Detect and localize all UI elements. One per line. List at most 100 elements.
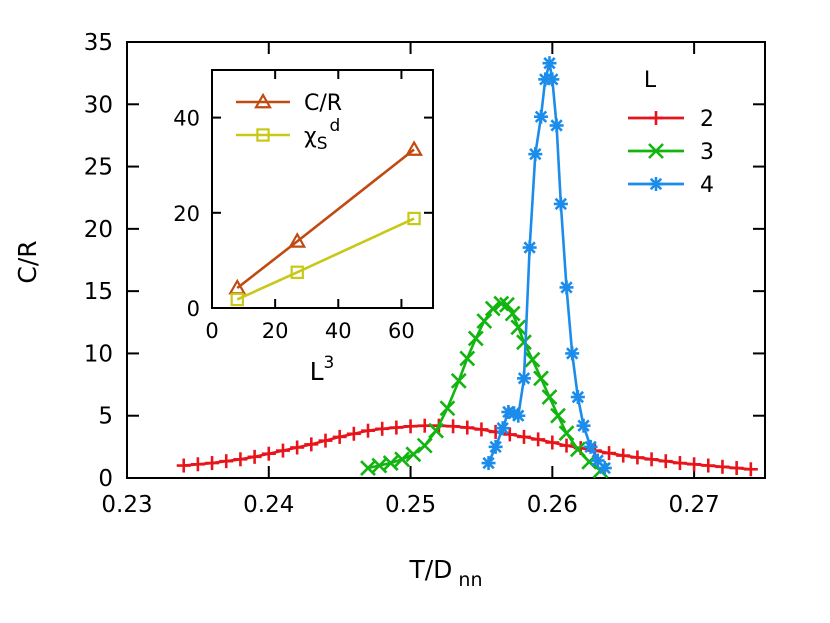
inset-y-tick-label: 20 xyxy=(173,202,200,226)
legend-swatch-marker xyxy=(648,143,664,159)
main-data-point xyxy=(467,330,484,347)
main-data-point xyxy=(559,438,574,453)
main-data-point xyxy=(545,435,560,450)
inset-legend-label-subscript: S xyxy=(317,134,328,154)
main-data-point xyxy=(687,457,702,472)
main-data-point xyxy=(488,439,503,454)
main-data-point xyxy=(576,418,591,433)
x-axis-label-main: T/D xyxy=(408,555,452,584)
main-data-point xyxy=(516,334,532,351)
main-y-tick-label: 20 xyxy=(84,217,113,243)
main-data-point xyxy=(190,457,205,472)
main-data-point xyxy=(304,437,319,452)
main-data-point xyxy=(522,240,537,255)
inset-series-line xyxy=(236,148,415,290)
inset-legend-label: χSd xyxy=(304,116,340,154)
main-data-point xyxy=(176,458,191,473)
main-data-point xyxy=(549,118,564,133)
main-data-point xyxy=(558,425,575,442)
inset-x-axis-label: L3 xyxy=(310,353,335,386)
main-data-point xyxy=(439,400,456,417)
main-data-point xyxy=(405,446,422,463)
main-data-point xyxy=(553,196,568,211)
legend-label: 3 xyxy=(700,140,714,165)
main-data-point xyxy=(531,432,546,447)
main-y-tick-label: 30 xyxy=(84,92,113,118)
inset-legend-entry-0: C/R xyxy=(236,91,342,116)
main-series-line xyxy=(487,62,606,469)
main-data-point xyxy=(510,319,527,336)
x-axis-label-subscript: nn xyxy=(458,569,482,591)
main-y-tick-label: 25 xyxy=(84,155,113,181)
main-data-point xyxy=(545,72,560,87)
legend-swatch-marker xyxy=(649,111,663,125)
inset-x-axis-label-main: L xyxy=(310,357,324,386)
main-data-point xyxy=(542,56,557,71)
main-data-point xyxy=(715,459,730,474)
main-data-point xyxy=(511,408,526,423)
main-data-point xyxy=(658,454,673,469)
main-data-point xyxy=(565,346,580,361)
x-axis-label: T/D nn xyxy=(408,555,482,591)
inset-x-tick-label: 60 xyxy=(388,319,415,343)
main-data-point xyxy=(524,351,541,368)
main-data-point xyxy=(459,350,476,367)
main-data-point xyxy=(205,456,220,471)
main-data-point xyxy=(346,426,361,441)
main-y-tick-label: 15 xyxy=(84,279,113,305)
inset-series-line xyxy=(236,217,415,301)
inset-series-1 xyxy=(230,211,421,307)
inset-data-point xyxy=(405,140,423,156)
main-data-point xyxy=(219,454,234,469)
main-data-point xyxy=(502,427,517,442)
main-data-point xyxy=(428,422,444,439)
main-data-point xyxy=(559,280,574,295)
inset-data-point xyxy=(230,292,244,307)
main-x-tick-label: 0.27 xyxy=(669,492,720,518)
main-data-point xyxy=(550,407,566,424)
main-data-point xyxy=(729,461,744,476)
main-data-point xyxy=(528,147,543,162)
main-frame xyxy=(126,41,766,479)
inset-data-point xyxy=(288,232,307,248)
inset-legend-swatch-marker xyxy=(254,92,272,109)
inset-series-0 xyxy=(228,140,423,295)
main-data-point xyxy=(416,437,433,454)
main-data-point xyxy=(570,390,585,405)
main-data-point xyxy=(743,462,758,477)
main-series-2 xyxy=(481,56,612,476)
main-data-point xyxy=(394,451,410,468)
main-x-tick-label: 0.24 xyxy=(243,492,294,518)
main-data-point xyxy=(541,389,558,405)
main-x-tick-label: 0.25 xyxy=(385,492,436,518)
inset-legend-swatch-marker xyxy=(256,128,270,142)
main-data-point xyxy=(590,453,605,468)
main-y-tick-label: 35 xyxy=(84,30,113,56)
inset-y-tick-label: 40 xyxy=(173,107,200,131)
main-data-point xyxy=(275,443,290,458)
main-data-point xyxy=(332,429,347,444)
main-data-point xyxy=(569,441,586,458)
main-data-point xyxy=(474,422,489,437)
main-data-point xyxy=(460,420,475,435)
main-data-point xyxy=(701,458,716,473)
main-data-point xyxy=(361,423,376,438)
legend-swatch-marker xyxy=(649,177,663,191)
inset-data-point xyxy=(407,211,421,226)
legend-entry-3: 3 xyxy=(628,140,714,165)
y-axis-label: C/R xyxy=(13,240,42,283)
main-data-point xyxy=(516,429,531,444)
main-data-point xyxy=(290,440,305,455)
main-data-point xyxy=(533,370,549,387)
legend-entry-4: 4 xyxy=(628,173,714,198)
inset-x-tick-label: 20 xyxy=(262,319,289,343)
main-data-point xyxy=(261,446,276,461)
legend-label: 2 xyxy=(700,107,714,132)
main-data-point xyxy=(476,313,493,329)
main-data-point xyxy=(446,419,461,434)
main-data-point xyxy=(481,456,496,471)
inset-data-point xyxy=(290,265,304,280)
